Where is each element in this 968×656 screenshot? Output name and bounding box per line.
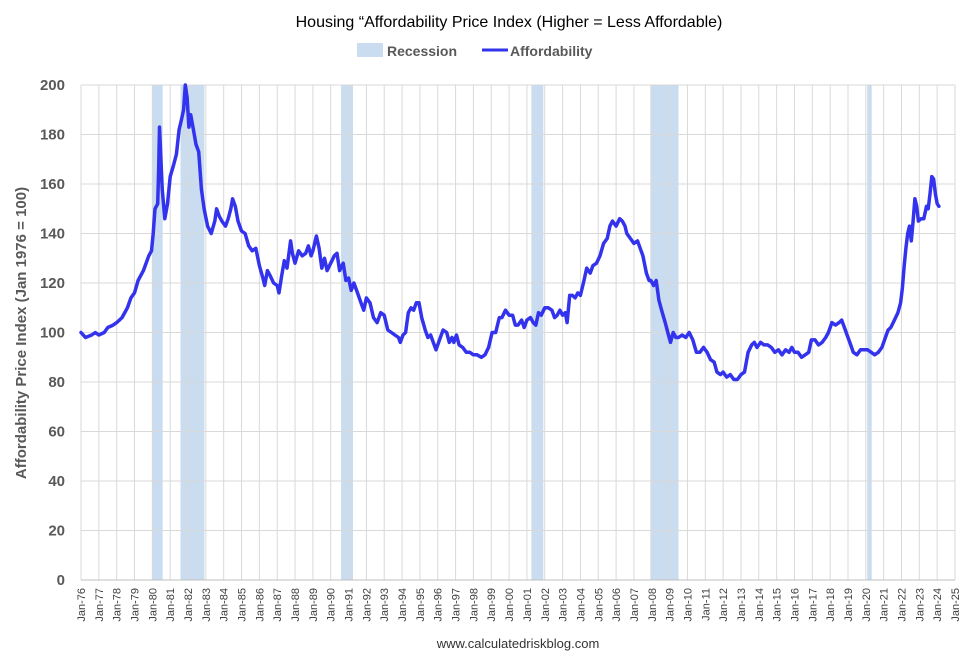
x-tick-label: Jan-21	[879, 588, 891, 622]
x-tick-label: Jan-03	[558, 588, 570, 622]
y-tick-label: 120	[40, 275, 65, 292]
affordability-line	[79, 83, 941, 382]
gridlines	[80, 84, 956, 581]
y-tick-label: 60	[48, 424, 65, 441]
x-tick-label: Jan-13	[736, 588, 748, 622]
x-tick-label: Jan-14	[754, 588, 766, 622]
x-tick-label: Jan-19	[843, 588, 855, 622]
y-tick-label: 160	[40, 176, 65, 193]
x-tick-label: Jan-77	[94, 588, 106, 622]
x-axis-ticks: Jan-76 Jan-77 Jan-78 Jan-79 Jan-80 Jan-81 Jan-…	[76, 588, 962, 622]
x-tick-label: Jan-00	[504, 588, 516, 622]
x-tick-label: Jan-09	[665, 588, 677, 622]
x-tick-label: Jan-25	[950, 588, 962, 622]
y-axis-ticks: 0 20 40 60 80 100 120 140 160 180 200	[40, 77, 65, 589]
x-tick-label: Jan-97	[451, 588, 463, 622]
x-tick-label: Jan-05	[593, 588, 605, 622]
y-tick-label: 180	[40, 127, 65, 144]
y-tick-label: 200	[40, 77, 65, 94]
x-tick-label: Jan-85	[237, 588, 249, 622]
x-tick-label: Jan-90	[326, 588, 338, 622]
legend: Recession Affordability	[357, 43, 593, 59]
x-tick-label: Jan-01	[522, 588, 534, 622]
x-tick-label: Jan-96	[433, 588, 445, 622]
x-tick-label: Jan-92	[361, 588, 373, 622]
y-tick-label: 20	[48, 523, 65, 540]
source-label: www.calculatedriskblog.com	[436, 636, 600, 651]
y-tick-label: 100	[40, 325, 65, 342]
x-tick-label: Jan-15	[772, 588, 784, 622]
x-tick-label: Jan-20	[861, 588, 873, 622]
x-tick-label: Jan-79	[130, 588, 142, 622]
x-tick-label: Jan-83	[201, 588, 213, 622]
x-tick-label: Jan-86	[254, 588, 266, 622]
x-tick-label: Jan-04	[575, 588, 587, 622]
x-tick-label: Jan-93	[379, 588, 391, 622]
x-tick-label: Jan-91	[344, 588, 356, 622]
x-tick-label: Jan-76	[76, 588, 88, 622]
y-tick-label: 80	[48, 374, 65, 391]
x-tick-label: Jan-88	[290, 588, 302, 622]
x-tick-label: Jan-84	[219, 588, 231, 622]
y-axis-label: Affordability Price Index (Jan 1976 = 10…	[13, 187, 30, 479]
x-tick-label: Jan-78	[112, 588, 124, 622]
x-tick-label: Jan-82	[183, 588, 195, 622]
y-tick-label: 40	[48, 473, 65, 490]
x-tick-label: Jan-22	[896, 588, 908, 622]
x-tick-label: Jan-02	[540, 588, 552, 622]
x-tick-label: Jan-23	[914, 588, 926, 622]
x-tick-label: Jan-99	[486, 588, 498, 622]
x-tick-label: Jan-06	[611, 588, 623, 622]
x-tick-label: Jan-07	[629, 588, 641, 622]
legend-recession-label: Recession	[387, 43, 457, 59]
x-tick-label: Jan-08	[647, 588, 659, 622]
x-tick-label: Jan-24	[932, 588, 944, 622]
legend-affordability-label: Affordability	[510, 43, 593, 59]
affordability-series	[79, 83, 941, 382]
chart-title: Housing “Affordability Price Index (High…	[296, 14, 723, 31]
x-tick-label: Jan-95	[415, 588, 427, 622]
x-tick-label: Jan-12	[718, 588, 730, 622]
x-tick-label: Jan-80	[147, 588, 159, 622]
y-tick-label: 140	[40, 226, 65, 243]
x-tick-label: Jan-81	[165, 588, 177, 622]
x-tick-label: Jan-94	[397, 588, 409, 622]
x-tick-label: Jan-98	[468, 588, 480, 622]
x-tick-label: Jan-18	[825, 588, 837, 622]
x-tick-label: Jan-87	[272, 588, 284, 622]
x-tick-label: Jan-89	[308, 588, 320, 622]
x-tick-label: Jan-17	[807, 588, 819, 622]
x-tick-label: Jan-10	[682, 588, 694, 622]
x-tick-label: Jan-11	[700, 588, 712, 621]
legend-recession-swatch	[357, 43, 383, 57]
y-tick-label: 0	[57, 572, 65, 589]
x-tick-label: Jan-16	[789, 588, 801, 622]
